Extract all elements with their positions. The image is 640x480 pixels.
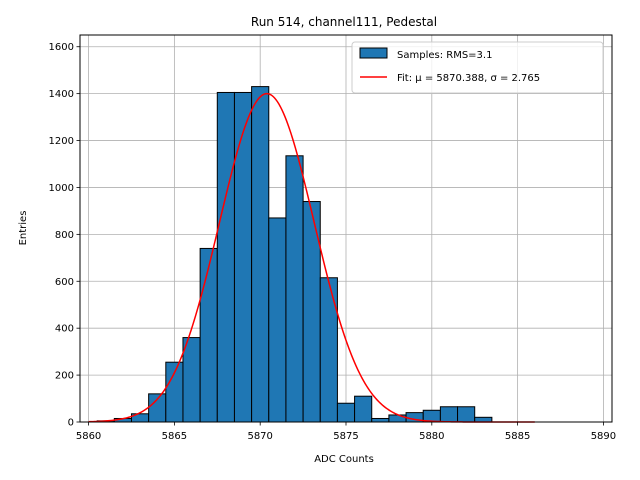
y-tick-label: 200 [55,371,74,382]
histogram-bar [319,277,338,423]
y-tick-label: 400 [55,324,74,335]
grid-lines [80,35,612,423]
legend-label-samples: Samples: RMS=3.1 [397,50,492,61]
x-tick-label: 5860 [76,431,101,442]
y-tick-label: 1600 [49,42,74,53]
y-tick-label: 0 [68,418,74,429]
y-axis-ticks: 0 200 400 600 800 1000 1200 1400 1600 [49,42,80,429]
histogram-bar [354,395,373,423]
x-tick-label: 5885 [505,431,530,442]
histogram-bar [285,155,304,423]
histogram-bar [148,393,167,423]
histogram-bar [371,417,390,423]
x-tick-label: 5875 [333,431,358,442]
x-tick-label: 5880 [419,431,444,442]
y-axis-label: Entries [18,211,29,246]
y-tick-label: 1400 [49,89,74,100]
histogram-bar [457,406,476,423]
histogram-bar [251,86,270,423]
chart-title: Run 514, channel111, Pedestal [251,15,437,29]
histogram-bar [182,337,201,423]
y-tick-label: 800 [55,230,74,241]
y-tick-label: 1000 [49,183,74,194]
y-tick-label: 600 [55,277,74,288]
histogram-bar [336,402,356,423]
x-axis-label: ADC Counts [314,454,374,465]
legend-box [351,41,604,94]
legend-label-fit: Fit: μ = 5870.388, σ = 2.765 [397,73,540,84]
histogram-bars [96,86,493,423]
histogram-bar [199,247,218,423]
x-tick-label: 5890 [591,431,616,442]
histogram-bar [439,406,459,423]
histogram-bar [216,91,235,423]
legend-swatch-samples [359,47,388,59]
legend: Samples: RMS=3.1 Fit: μ = 5870.388, σ = … [351,41,604,94]
x-tick-label: 5865 [162,431,187,442]
y-tick-label: 1200 [49,136,74,147]
histogram-bar [233,91,253,423]
x-tick-label: 5870 [247,431,272,442]
x-axis-ticks: 5860 5865 5870 5875 5880 5885 5890 [76,422,616,442]
histogram-bar [268,217,287,423]
